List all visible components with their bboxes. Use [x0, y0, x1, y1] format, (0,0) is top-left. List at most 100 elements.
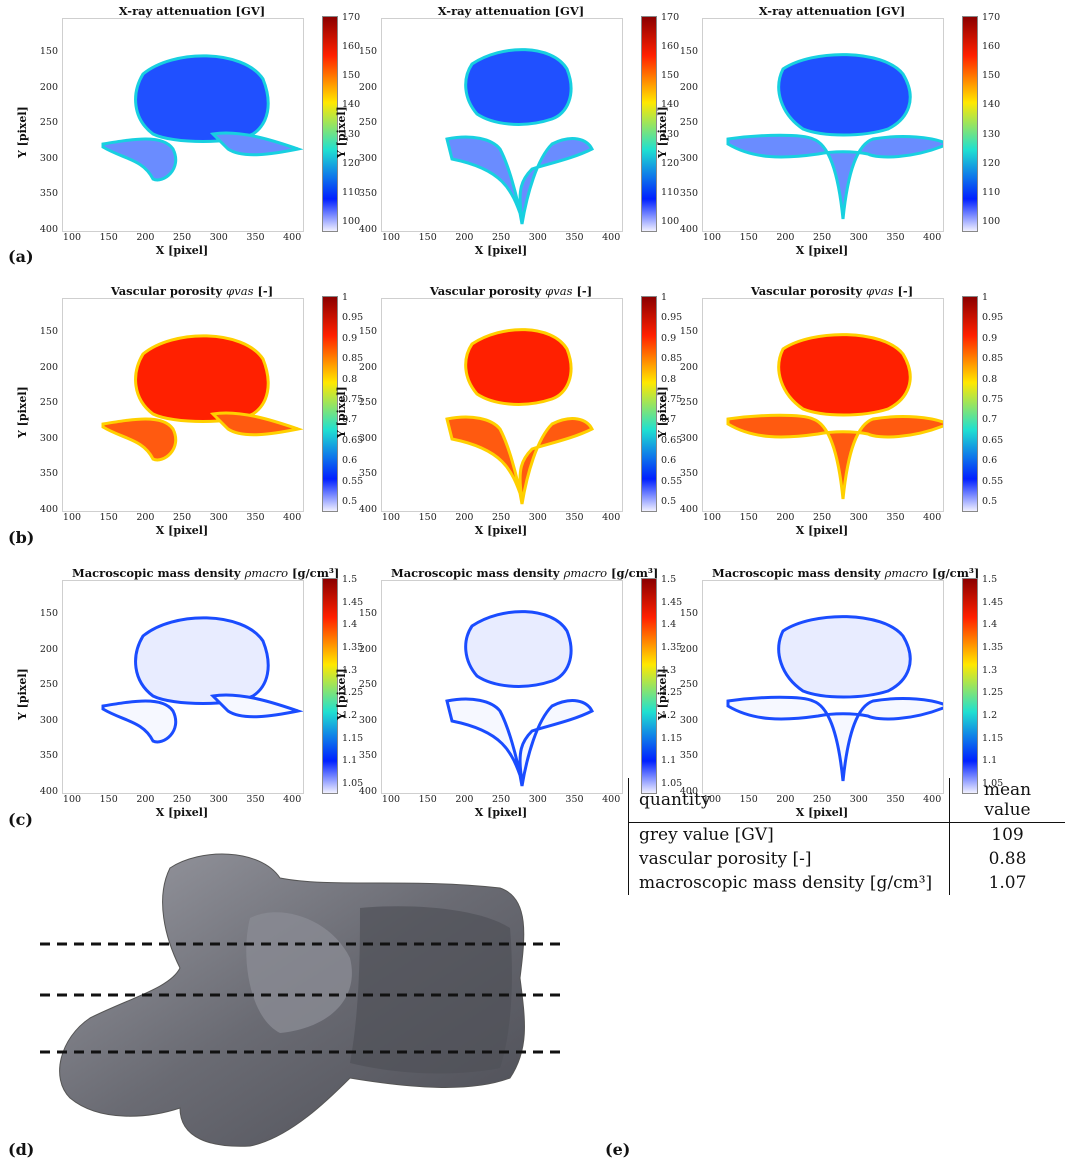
table-cell-value: 109 [991, 825, 1024, 845]
y-tick-label: 300 [679, 152, 698, 164]
vertebral-body [134, 616, 270, 705]
y-tick-label: 350 [358, 468, 377, 479]
colorbar-tick-label: 1.5 [342, 574, 358, 585]
colorbar-tick-label: 1.3 [342, 664, 358, 676]
panel-title: X-ray attenuation [GV] [437, 4, 585, 18]
colorbar-tick-label: 1.25 [982, 687, 1004, 699]
colorbar-tick-label: 110 [342, 186, 361, 198]
y-tick-label: 300 [39, 432, 58, 444]
vertebra-cross-section [445, 610, 595, 787]
colorbar [322, 296, 338, 512]
colorbar-tick-label: 1 [342, 292, 349, 303]
x-tick-label: 400 [602, 794, 621, 805]
x-tick-label: 100 [62, 512, 82, 523]
x-tick-label: 100 [62, 232, 82, 243]
y-tick-label: 300 [358, 432, 377, 444]
colorbar-tick-label: 0.85 [982, 353, 1004, 365]
y-axis-label: Y [pixel] [656, 106, 669, 158]
y-axis-label: Y [pixel] [656, 386, 669, 438]
colorbar-tick-label: 0.65 [342, 434, 364, 446]
x-tick-label: 200 [455, 512, 474, 523]
x-tick-label: 400 [602, 232, 621, 243]
y-tick-label: 250 [358, 679, 377, 690]
colorbar-tick-label: 1.2 [342, 710, 358, 721]
mean-values-table: quantity mean value grey value [GV] 109 … [628, 778, 1065, 895]
colorbar-tick-label: 1.2 [982, 710, 998, 721]
y-tick-label: 250 [679, 397, 698, 408]
y-tick-label: 400 [39, 785, 58, 797]
table-header-quantity: quantity [628, 778, 950, 823]
y-axis-label: Y [pixel] [16, 668, 29, 720]
colorbar-tick-label: 1.2 [661, 710, 677, 721]
colorbar-tick-label: 110 [661, 186, 680, 198]
x-tick-label: 200 [455, 794, 474, 805]
x-tick-label: 350 [246, 232, 265, 243]
colorbar-tick-label: 0.8 [982, 373, 998, 385]
x-axis-label: X [pixel] [795, 524, 849, 537]
y-axis-label: Y [pixel] [656, 668, 669, 720]
y-tick-label: 250 [39, 397, 58, 408]
x-tick-label: 150 [739, 512, 758, 523]
colorbar-tick-label: 0.65 [982, 434, 1004, 446]
y-tick-label: 150 [39, 608, 58, 619]
vertebra-cross-section [101, 616, 303, 744]
y-axis-label: Y [pixel] [335, 106, 348, 158]
y-tick-label: 200 [39, 361, 58, 373]
vertebral-body [134, 334, 270, 423]
y-tick-label: 350 [39, 468, 58, 479]
colorbar-tick-label: 0.9 [661, 332, 677, 344]
colorbar-tick-label: 0.85 [342, 353, 364, 365]
vertebra-cross-section [726, 615, 943, 782]
y-tick-label: 200 [358, 361, 377, 373]
table-header-mean: mean value [983, 780, 1032, 820]
y-tick-label: 350 [679, 188, 698, 199]
x-axis-label: X [pixel] [155, 524, 209, 537]
y-tick-label: 150 [679, 608, 698, 619]
vertebral-body [777, 333, 912, 417]
colorbar [641, 296, 657, 512]
colorbar-tick-label: 1.15 [342, 732, 364, 744]
colorbar [322, 578, 338, 794]
colorbar-tick-label: 1.5 [982, 574, 998, 585]
x-tick-label: 300 [849, 512, 868, 523]
y-tick-label: 350 [679, 468, 698, 479]
panel-title: Macroscopic mass density ρmacro [g/cm³] [712, 566, 980, 580]
x-axis-label: X [pixel] [155, 244, 209, 257]
y-tick-label: 200 [679, 643, 698, 655]
colorbar-tick-label: 1.25 [661, 687, 683, 699]
colorbar-tick-label: 0.6 [661, 455, 677, 467]
y-tick-label: 300 [39, 714, 58, 726]
y-tick-label: 150 [358, 46, 377, 57]
y-tick-label: 150 [679, 46, 698, 57]
colorbar-tick-label: 0.55 [342, 475, 364, 487]
colorbar-tick-label: 100 [661, 216, 680, 227]
colorbar-tick-label: 130 [342, 128, 361, 140]
colorbar [962, 578, 978, 794]
x-tick-label: 400 [602, 512, 621, 523]
y-tick-label: 300 [39, 152, 58, 164]
y-tick-label: 150 [39, 326, 58, 337]
y-tick-label: 350 [39, 750, 58, 761]
x-tick-label: 200 [776, 512, 795, 523]
vertebra-cross-section [726, 333, 943, 500]
vertebra-3d-model [30, 848, 590, 1148]
x-tick-label: 350 [246, 794, 265, 805]
colorbar-tick-label: 160 [342, 41, 361, 53]
colorbar-tick-label: 1.15 [661, 732, 683, 744]
colorbar-tick-label: 1.1 [661, 755, 677, 767]
y-tick-label: 150 [358, 326, 377, 337]
x-tick-label: 150 [418, 232, 437, 243]
x-tick-label: 250 [492, 512, 511, 523]
y-tick-label: 400 [679, 503, 698, 515]
colorbar-tick-label: 0.6 [982, 455, 998, 467]
y-tick-label: 250 [679, 679, 698, 690]
vertebral-arch [445, 697, 595, 787]
y-tick-label: 300 [358, 714, 377, 726]
x-tick-label: 350 [565, 794, 584, 805]
x-tick-label: 150 [739, 232, 758, 243]
vertebra-cross-section [101, 54, 303, 182]
colorbar-tick-label: 0.95 [982, 312, 1004, 324]
y-tick-label: 150 [679, 326, 698, 337]
colorbar-tick-label: 120 [661, 157, 680, 169]
heatmap-axes [62, 298, 304, 512]
